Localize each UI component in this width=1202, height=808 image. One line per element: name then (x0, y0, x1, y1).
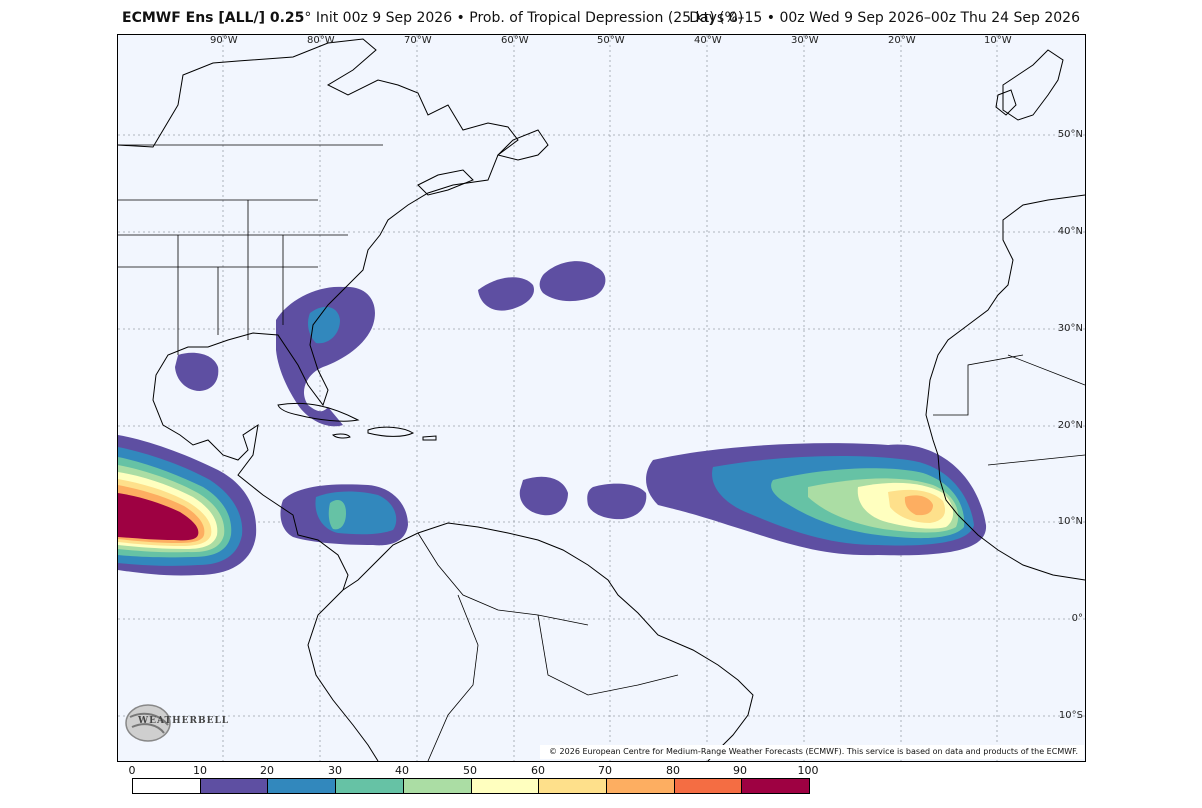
lat-label-30n: 30°N (1057, 323, 1083, 334)
newfoundland (497, 129, 549, 161)
blob-caribbean-30 (328, 500, 346, 530)
colorbar-bin-20-30 (268, 779, 337, 793)
colorbar-bin-90-100 (742, 779, 810, 793)
colorbar-bin-50-60 (471, 779, 540, 793)
colorbar-bin-40-50 (403, 779, 472, 793)
weatherbell-logo-icon (125, 704, 171, 742)
iberia-africa-coast (925, 194, 1085, 581)
colorbar-tick: 40 (395, 764, 409, 777)
degree-mark: ° (304, 10, 312, 26)
coastlines (118, 38, 1085, 761)
title-description: Init 00z 9 Sep 2026 • Prob. of Tropical … (311, 10, 744, 26)
lon-label-70w: 70°W (404, 35, 432, 46)
borders (118, 144, 1085, 761)
lon-label-10w: 10°W (984, 35, 1012, 46)
colorbar-bin-80-90 (674, 779, 743, 793)
colorbar-tick: 70 (598, 764, 612, 777)
blob-azores-2 (539, 261, 606, 302)
blob-carolinas-10 (276, 286, 375, 427)
colorbar-bin-30-40 (336, 779, 404, 793)
colorbar-tick: 30 (328, 764, 342, 777)
colorbar-tick: 50 (463, 764, 477, 777)
colorbar-tick: 10 (193, 764, 207, 777)
lat-label-10n: 10°N (1057, 516, 1083, 527)
lon-label-80w: 80°W (307, 35, 335, 46)
hispaniola (367, 426, 415, 437)
colorbar-tick: 90 (733, 764, 747, 777)
blob-mid-atlantic-2 (587, 483, 647, 520)
colorbar-bin-0-10 (133, 779, 201, 793)
ireland (995, 89, 1017, 116)
colorbar-tick: 0 (128, 764, 136, 777)
copyright-notice: © 2026 European Centre for Medium-Range … (540, 745, 1084, 759)
logo-text: WEATHERBELL (138, 716, 230, 726)
blob-gulf (175, 352, 219, 391)
graticule (118, 35, 1085, 761)
colorbar-tick: 100 (797, 764, 819, 777)
lat-label-50n: 50°N (1057, 129, 1083, 140)
blob-mid-atlantic-1 (519, 476, 568, 516)
blob-carolinas-20 (308, 306, 340, 344)
north-america-coast (118, 38, 519, 591)
lon-label-40w: 40°W (694, 35, 722, 46)
pacific-90 (118, 493, 199, 541)
colorbar-bin-60-70 (539, 779, 607, 793)
model-name: ECMWF Ens [ALL/] 0.25 (122, 10, 305, 26)
puerto-rico (422, 435, 437, 441)
lon-label-50w: 50°W (597, 35, 625, 46)
lon-label-20w: 20°W (888, 35, 916, 46)
lat-label-40n: 40°N (1057, 226, 1083, 237)
colorbar-bin-10-20 (200, 779, 269, 793)
map-panel: 90°W 80°W 70°W 60°W 50°W 40°W 30°W 20°W … (117, 34, 1086, 762)
lon-label-90w: 90°W (210, 35, 238, 46)
jamaica (332, 433, 351, 439)
map-canvas (118, 35, 1085, 761)
probability-shading (118, 261, 987, 576)
lat-label-0: 0° (1071, 613, 1083, 624)
colorbar-tick: 20 (260, 764, 274, 777)
lat-label-20n: 20°N (1057, 420, 1083, 431)
valid-period: Days 0–15 • 00z Wed 9 Sep 2026–00z Thu 2… (689, 10, 1080, 26)
atlantic-plume-70 (904, 495, 933, 516)
lon-label-30w: 30°W (791, 35, 819, 46)
south-america-coast (342, 522, 754, 761)
cuba (277, 402, 360, 422)
colorbar (132, 778, 810, 794)
british-isles (1002, 49, 1064, 121)
south-america-west (307, 589, 379, 761)
colorbar-bin-70-80 (606, 779, 675, 793)
map-title: ECMWF Ens [ALL/] 0.25° Init 00z 9 Sep 20… (122, 10, 743, 26)
colorbar-tick: 60 (531, 764, 545, 777)
nova-scotia (417, 169, 474, 196)
blob-azores-1 (478, 277, 534, 311)
lon-label-60w: 60°W (501, 35, 529, 46)
colorbar-tick: 80 (666, 764, 680, 777)
lat-label-10s: 10°S (1058, 710, 1083, 721)
